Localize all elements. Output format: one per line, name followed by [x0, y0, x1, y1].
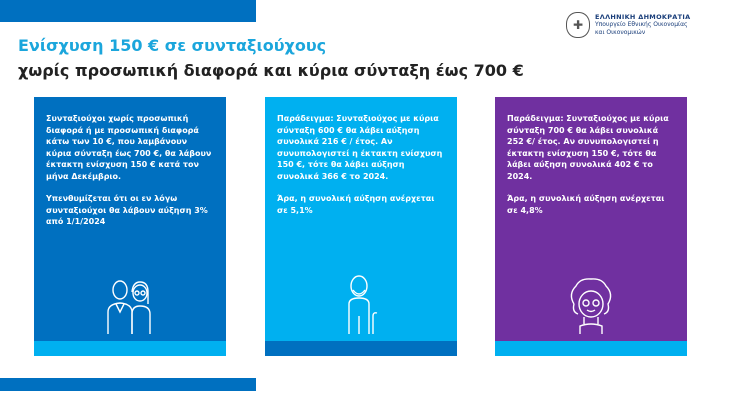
elderly-man-cane-icon — [348, 275, 378, 334]
page-title: Ενίσχυση 150 € σε συνταξιούχους — [18, 36, 327, 55]
elderly-woman-icon — [570, 278, 612, 334]
info-card-eligibility: Συνταξιούχοι χωρίς προσωπική διαφορά ή μ… — [34, 97, 226, 356]
card-text: Παράδειγμα: Συνταξιούχος με κύρια σύνταξ… — [277, 114, 443, 181]
card-text: Παράδειγμα: Συνταξιούχος με κύρια σύνταξ… — [507, 114, 669, 181]
ministry-logo: ✚ ΕΛΛΗΝΙΚΗ ΔΗΜΟΚΡΑΤΙΑ Υπουργείο Εθνικής … — [566, 12, 690, 38]
top-accent-bar — [0, 0, 256, 22]
card-text: Συνταξιούχοι χωρίς προσωπική διαφορά ή μ… — [46, 114, 212, 181]
page-subtitle: χωρίς προσωπική διαφορά και κύρια σύνταξ… — [18, 61, 524, 80]
info-card-example-600: Παράδειγμα: Συνταξιούχος με κύρια σύνταξ… — [265, 97, 457, 356]
elderly-couple-icon — [107, 280, 151, 334]
card-text: Υπενθυμίζεται ότι οι εν λόγω συνταξιούχο… — [46, 194, 208, 226]
logo-line1: ΕΛΛΗΝΙΚΗ ΔΗΜΟΚΡΑΤΙΑ — [595, 13, 691, 21]
card-bottom-strip — [495, 341, 687, 356]
card-bottom-strip — [265, 341, 457, 356]
logo-line3: και Οικονομικών — [595, 29, 646, 36]
bottom-accent-bar — [0, 378, 256, 391]
info-card-example-700: Παράδειγμα: Συνταξιούχος με κύρια σύνταξ… — [495, 97, 687, 356]
card-text: Άρα, η συνολική αύξηση ανέρχεται σε 4,8% — [507, 194, 665, 215]
card-text: Άρα, η συνολική αύξηση ανέρχεται σε 5,1% — [277, 194, 435, 215]
coat-of-arms-icon: ✚ — [566, 12, 590, 38]
logo-line2: Υπουργείο Εθνικής Οικονομίας — [595, 21, 688, 28]
card-bottom-strip — [34, 341, 226, 356]
